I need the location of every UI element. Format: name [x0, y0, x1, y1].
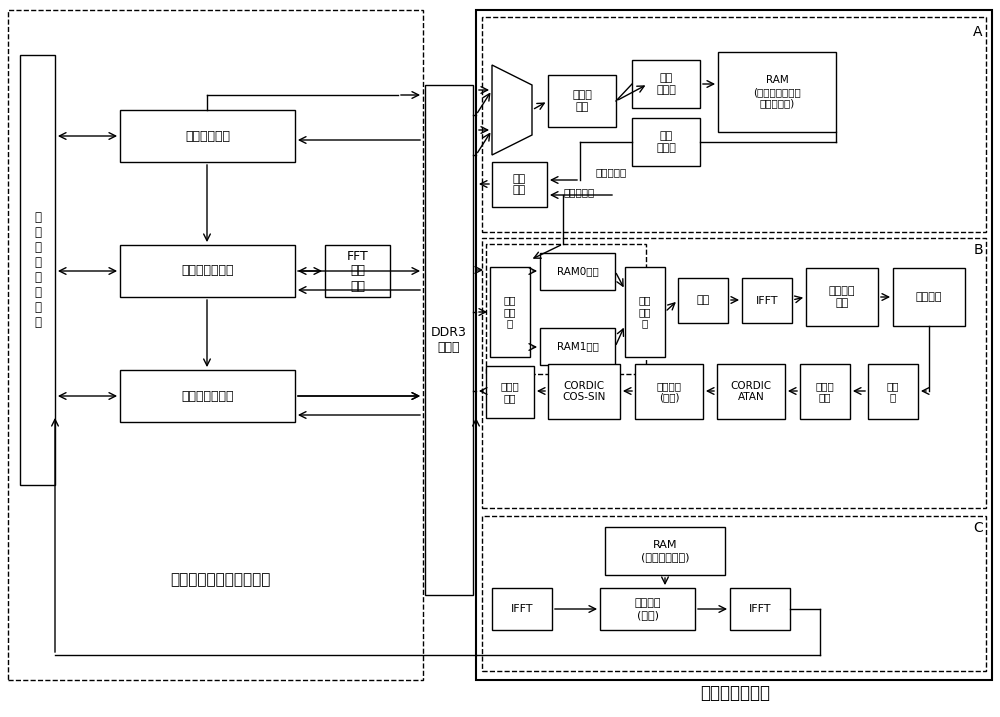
Bar: [678, 278, 728, 323]
Text: 极坐标格式成像算法单元: 极坐标格式成像算法单元: [170, 572, 270, 587]
Text: 距离向索引: 距离向索引: [595, 167, 626, 177]
Bar: [325, 245, 390, 297]
Bar: [482, 238, 986, 508]
Bar: [120, 110, 295, 162]
Bar: [800, 364, 850, 419]
Text: 雷
达
参
数
计
算
模
块: 雷 达 参 数 计 算 模 块: [34, 211, 41, 329]
Text: 补偿处理模块: 补偿处理模块: [185, 130, 230, 143]
Bar: [742, 278, 792, 323]
Bar: [492, 162, 547, 207]
Text: 输入
流选
择: 输入 流选 择: [504, 295, 516, 328]
Text: A: A: [973, 25, 983, 39]
Bar: [730, 588, 790, 630]
Bar: [632, 60, 700, 108]
Text: 自聚焦处理模块: 自聚焦处理模块: [700, 684, 770, 702]
Text: 归一
化: 归一 化: [887, 381, 899, 402]
Bar: [893, 268, 965, 326]
Text: 求取
最大值: 求取 最大值: [656, 73, 676, 95]
Bar: [548, 75, 616, 127]
Bar: [635, 364, 703, 419]
Bar: [605, 527, 725, 575]
Text: C: C: [973, 521, 983, 535]
Bar: [490, 267, 530, 357]
Text: IFFT: IFFT: [756, 295, 778, 305]
Text: 加窗: 加窗: [696, 295, 710, 305]
Text: RAM0缓存: RAM0缓存: [557, 267, 598, 277]
Bar: [540, 328, 615, 365]
Bar: [806, 268, 878, 326]
Text: CORDIC
ATAN: CORDIC ATAN: [730, 381, 772, 402]
Text: 方位向索引: 方位向索引: [563, 187, 594, 197]
Text: IFFT: IFFT: [511, 604, 533, 614]
Text: 方位向处理模块: 方位向处理模块: [181, 389, 234, 402]
Bar: [482, 17, 986, 232]
Bar: [476, 10, 992, 680]
Polygon shape: [492, 65, 532, 155]
Bar: [600, 588, 695, 630]
Text: FFT
计算
模块: FFT 计算 模块: [347, 250, 368, 293]
Text: 估计相位
梯度: 估计相位 梯度: [829, 286, 855, 308]
Bar: [8, 10, 423, 680]
Text: 相位补偿
(复乘): 相位补偿 (复乘): [634, 598, 661, 619]
Bar: [632, 118, 700, 166]
Bar: [425, 85, 473, 595]
Text: 浮点转
定点: 浮点转 定点: [816, 381, 834, 402]
Bar: [540, 253, 615, 290]
Bar: [717, 364, 785, 419]
Bar: [120, 245, 295, 297]
Text: IFFT: IFFT: [749, 604, 771, 614]
Text: RAM1缓存: RAM1缓存: [557, 341, 598, 351]
Text: 距离向处理模块: 距离向处理模块: [181, 265, 234, 277]
Text: 相位积分
(求和): 相位积分 (求和): [656, 381, 682, 402]
Bar: [120, 370, 295, 422]
Text: 求取
最大值: 求取 最大值: [656, 131, 676, 153]
Text: CORDIC
COS-SIN: CORDIC COS-SIN: [562, 381, 606, 402]
Text: 梯度求和: 梯度求和: [916, 292, 942, 302]
Bar: [718, 52, 836, 132]
Text: B: B: [973, 243, 983, 257]
Text: 取模的
平方: 取模的 平方: [572, 90, 592, 112]
Bar: [486, 366, 534, 418]
Bar: [548, 364, 620, 419]
Text: 定点转
浮点: 定点转 浮点: [501, 381, 519, 403]
Text: DDR3
控制器: DDR3 控制器: [431, 326, 467, 354]
Bar: [492, 588, 552, 630]
Text: MUX: MUX: [499, 105, 525, 115]
Bar: [20, 55, 55, 485]
Bar: [625, 267, 665, 357]
Text: 输出
流选
择: 输出 流选 择: [639, 295, 651, 328]
Bar: [486, 244, 646, 374]
Text: 地址
解码: 地址 解码: [513, 174, 526, 195]
Bar: [482, 516, 986, 671]
Text: RAM
(存储相位误差): RAM (存储相位误差): [641, 540, 689, 562]
Text: RAM
(存储方位最强点
位置及能量): RAM (存储方位最强点 位置及能量): [753, 75, 801, 108]
Bar: [868, 364, 918, 419]
